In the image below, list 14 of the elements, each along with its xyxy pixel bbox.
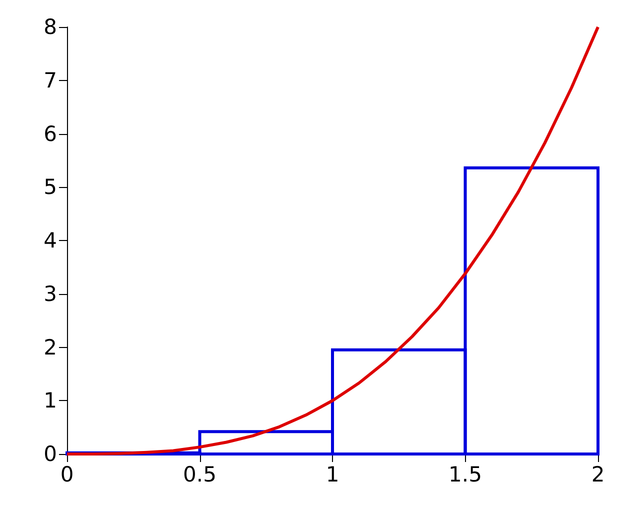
y-tick-label: 5 [44, 175, 57, 200]
x-tick-label: 0.5 [183, 462, 216, 486]
y-tick-label: 3 [44, 282, 57, 306]
y-tick-label: 7 [44, 68, 57, 92]
x-tick-label: 1 [326, 462, 340, 486]
x-tick-label: 1.5 [448, 462, 482, 486]
y-tick-label: 4 [44, 228, 57, 252]
y-tick-label: 2 [44, 335, 57, 360]
y-tick-label: 6 [44, 122, 57, 146]
y-tick-label: 8 [44, 15, 57, 39]
x-tick-label: 2 [591, 462, 605, 486]
x-tick-label: 0 [60, 462, 74, 486]
y-tick-label: 1 [44, 388, 57, 413]
y-tick-label: 0 [44, 442, 57, 466]
